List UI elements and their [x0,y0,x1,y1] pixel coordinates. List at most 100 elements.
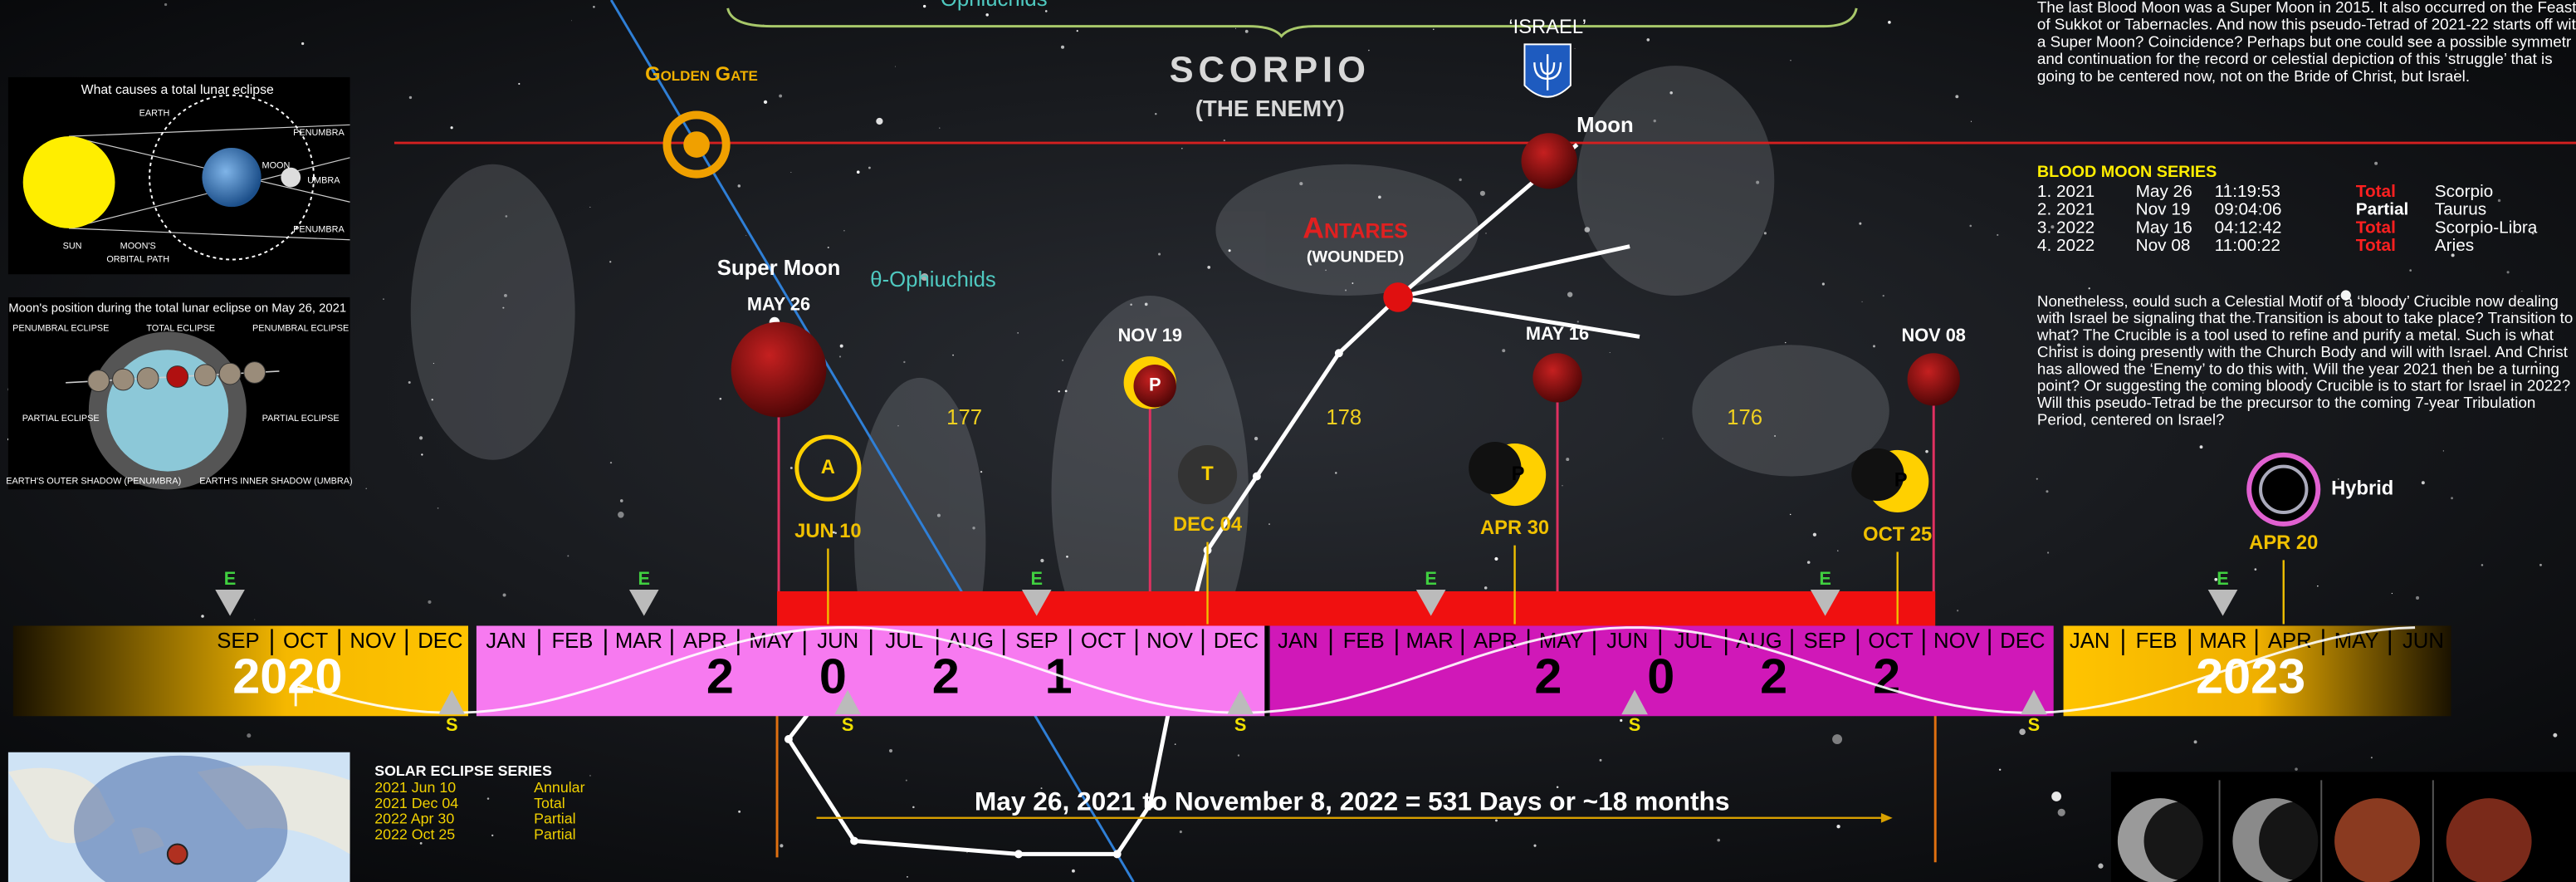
star [366,488,367,489]
star [1575,48,1576,49]
moon-phase [167,366,188,388]
star [1832,734,1842,744]
antares-label: Antares [1303,211,1408,244]
star [421,453,423,455]
solar-date: DEC 04 [1173,514,1243,536]
star [868,167,871,169]
series-cell: Nov 08 [2136,236,2191,255]
series-cell: 1. 2021 [2037,182,2095,201]
month-label: MAR [615,630,662,653]
star [1807,561,1811,564]
note-line: what? The Crucible is a tool used to ref… [2036,326,2554,344]
star [2051,791,2061,801]
solar-symbol: P [1512,463,1525,485]
star [2019,728,2026,735]
series-cell: Partial [534,811,575,827]
moon-photo [2334,798,2420,882]
star [906,780,907,782]
moon-label: Moon [1576,114,1634,137]
star [2047,551,2049,553]
month-label: DEC [1214,630,1259,653]
series-cell: 2022 Apr 30 [374,811,454,827]
star [2295,767,2298,771]
star [164,3,167,6]
moon [1522,133,1577,189]
series-cell: Scorpio-Libra [2435,218,2538,237]
golden-gate-dot [683,131,710,158]
diagram-title: What causes a total lunar eclipse [81,83,274,97]
solar-date: OCT 25 [1863,524,1932,546]
page: OphiuchidsSCORPIO(THE ENEMY)‘ISRAEL’Gold… [0,0,2576,882]
series-cell: 11:19:53 [2215,182,2280,201]
star [2451,497,2453,499]
blood-moon [1908,353,1960,405]
series-cell: Total [2356,236,2396,255]
star [1480,191,1485,196]
star [247,733,251,737]
year-label: 2021 [706,648,1158,703]
star [571,20,572,21]
month-label: FEB [1343,630,1385,653]
star [764,100,767,104]
star [589,775,591,777]
star [1335,472,1337,473]
note-line: Will this pseudo-Tetrad be the precursor… [2037,394,2535,411]
series-cell: 3. 2022 [2037,218,2095,237]
star [720,398,722,400]
star [780,844,783,847]
diagram-label: TOTAL ECLIPSE [146,323,215,333]
equinox-label: E [2217,568,2229,589]
star [1883,295,1884,296]
star [1040,559,1044,562]
equinox-label: E [1425,568,1437,589]
series-cell: 2021 Jun 10 [374,779,456,796]
month-label: FEB [2136,630,2178,653]
star [1873,345,1875,347]
star [1822,282,1825,285]
star [1577,321,1579,322]
star [2374,162,2378,165]
star [518,83,520,85]
star-node [1335,349,1343,357]
star-node [850,837,858,845]
solar-date: APR 30 [1480,517,1549,539]
interval-days: 177 [946,406,982,429]
star [1077,30,1078,32]
star [1245,30,1249,33]
golden-gate-label: Golden Gate [645,64,758,86]
star [1955,95,1958,98]
star [451,126,453,129]
star [1502,349,1505,352]
star [2371,757,2373,758]
star [895,66,896,67]
star [2200,445,2203,448]
star-node [785,735,793,743]
month-label: MAR [1406,630,1454,653]
star [487,797,490,800]
eclipse-label: Super Moon [717,257,841,280]
star [567,555,569,556]
star [1459,179,1461,181]
star [1969,225,1972,228]
star [2098,864,2103,869]
diagram-label: ORBITAL PATH [106,254,169,264]
infographic: OphiuchidsSCORPIO(THE ENEMY)‘ISRAEL’Gold… [0,0,2576,882]
star [1790,60,1791,61]
moon-phase [244,362,266,384]
star [790,172,791,173]
series-cell: Nov 19 [2136,200,2191,219]
star [1861,301,1862,302]
star [589,207,590,208]
star [907,876,908,878]
equinox-label: E [638,568,650,589]
note-line: of Sukkot or Tabernacles. And now this p… [2037,16,2576,33]
moon-phase [88,370,110,392]
star [790,467,793,469]
star [1971,121,1972,122]
star-node [1113,850,1122,858]
star [903,361,905,363]
note-line: a Super Moon? Coincidence? Perhaps but o… [2037,32,2571,50]
interval-days: 178 [1326,406,1361,429]
star [857,170,860,174]
note-line: with Israel be signaling that the Transi… [2036,309,2573,326]
